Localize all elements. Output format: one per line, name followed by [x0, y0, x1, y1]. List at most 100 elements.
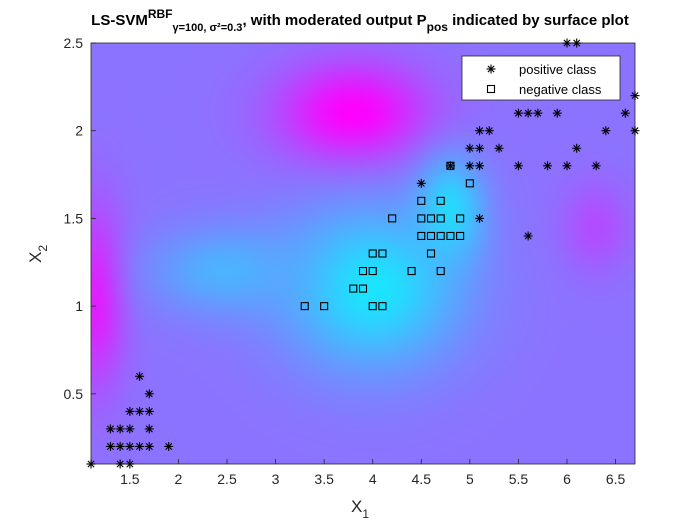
- x-tick-label: 3.5: [314, 471, 334, 487]
- plot-area: [90, 42, 636, 465]
- positive-class-point: [494, 143, 504, 153]
- negative-class-point: [446, 231, 455, 241]
- negative-class-point: [417, 196, 426, 205]
- y-tick-label: 2: [75, 123, 83, 139]
- positive-class-point: [475, 161, 485, 171]
- negative-class-point: [378, 302, 387, 311]
- negative-class-point: [358, 284, 368, 293]
- positive-class-point: [572, 143, 582, 153]
- positive-class-point: [125, 406, 135, 416]
- y-tick-label: 1: [75, 298, 83, 314]
- y-tick-label: 2.5: [64, 35, 84, 51]
- negative-class-point: [436, 231, 445, 241]
- positive-class-point: [144, 389, 154, 399]
- negative-class-point: [417, 214, 426, 223]
- x-axis: 1.5 2 2.5 3 3.5 4 4.5 5 5.5 6 6.5: [120, 459, 626, 487]
- positive-class-point: [620, 108, 630, 118]
- chart-title: LS-SVMRBFγ=100, σ²=0.3, with moderated o…: [91, 7, 629, 34]
- positive-class-point: [475, 143, 485, 153]
- data-markers: [86, 38, 640, 469]
- x-tick-label: 5: [466, 471, 474, 487]
- y-tick-label: 1.5: [64, 210, 84, 226]
- positive-class-point: [115, 424, 125, 434]
- positive-class-point: [475, 126, 485, 136]
- positive-class-point: [562, 38, 572, 48]
- positive-class-point: [86, 459, 96, 469]
- legend-negative-label: negative class: [519, 82, 602, 97]
- y-axis-label: X2: [26, 245, 50, 263]
- axes-box: [90, 42, 636, 465]
- negative-class-point: [368, 266, 377, 276]
- negative-class-point: [407, 266, 416, 276]
- negative-class-point: [436, 214, 445, 223]
- legend-asterisk: [486, 64, 496, 74]
- positive-class-point: [465, 161, 475, 171]
- positive-class-point: [416, 178, 426, 188]
- positive-class-point: [105, 441, 115, 451]
- negative-class-point: [417, 231, 426, 241]
- x-tick-label: 5.5: [509, 471, 529, 487]
- positive-class-point: [115, 459, 125, 469]
- negative-class-point: [426, 214, 436, 223]
- positive-class-point: [144, 441, 154, 451]
- negative-class-point: [320, 302, 329, 311]
- x-tick-label: 3: [272, 471, 280, 487]
- positive-class-point: [125, 459, 135, 469]
- y-axis: 0.5 1 1.5 2 2.5: [64, 35, 96, 402]
- positive-class-point: [475, 213, 485, 223]
- negative-class-point: [368, 249, 377, 258]
- negative-class-point: [368, 302, 377, 311]
- negative-class-point: [436, 196, 445, 205]
- positive-class-point: [543, 161, 553, 171]
- positive-class-point: [562, 161, 572, 171]
- positive-class-point: [601, 126, 611, 136]
- negative-class-point: [456, 231, 465, 241]
- positive-class-point: [591, 161, 601, 171]
- positive-class-point: [105, 424, 115, 434]
- positive-class-point: [523, 108, 533, 118]
- positive-class-point: [125, 424, 135, 434]
- x-tick-label: 2.5: [217, 471, 237, 487]
- x-axis-label: X1: [351, 497, 369, 521]
- positive-class-point: [533, 108, 543, 118]
- negative-class-point: [456, 214, 465, 223]
- y-tick-label: 0.5: [64, 386, 84, 402]
- negative-class-point: [446, 161, 455, 170]
- positive-class-point: [630, 126, 640, 136]
- positive-class-point: [135, 371, 145, 381]
- positive-class-point: [135, 441, 145, 451]
- positive-class-point: [513, 161, 523, 171]
- probability-surface: [91, 43, 635, 464]
- negative-class-point: [349, 284, 358, 293]
- x-tick-label: 4.5: [412, 471, 432, 487]
- negative-class-point: [465, 179, 474, 188]
- negative-class-point: [388, 214, 397, 223]
- positive-class-point: [630, 91, 640, 101]
- positive-class-point: [552, 108, 562, 118]
- x-tick-label: 6: [563, 471, 571, 487]
- positive-class-point: [144, 406, 154, 416]
- x-tick-label: 1.5: [120, 471, 140, 487]
- legend-positive-label: positive class: [519, 62, 597, 77]
- positive-class-point: [513, 108, 523, 118]
- negative-class-point: [426, 231, 436, 241]
- positive-class-point: [484, 126, 494, 136]
- positive-class-point: [135, 406, 145, 416]
- positive-class-point: [523, 231, 533, 241]
- negative-class-point: [436, 266, 445, 276]
- positive-class-point: [164, 441, 174, 451]
- negative-class-point: [378, 249, 387, 258]
- positive-class-point: [144, 424, 154, 434]
- negative-class-point: [426, 249, 436, 258]
- positive-class-point: [572, 38, 582, 48]
- legend-positive-marker: [486, 64, 496, 74]
- positive-class-point: [125, 441, 135, 451]
- x-tick-label: 6.5: [606, 471, 626, 487]
- negative-class-point: [300, 302, 309, 311]
- positive-class-point: [465, 143, 475, 153]
- legend-square: [486, 84, 496, 94]
- positive-class-point: [115, 441, 125, 451]
- negative-class-point: [358, 266, 368, 276]
- legend: positive class negative class: [461, 55, 621, 101]
